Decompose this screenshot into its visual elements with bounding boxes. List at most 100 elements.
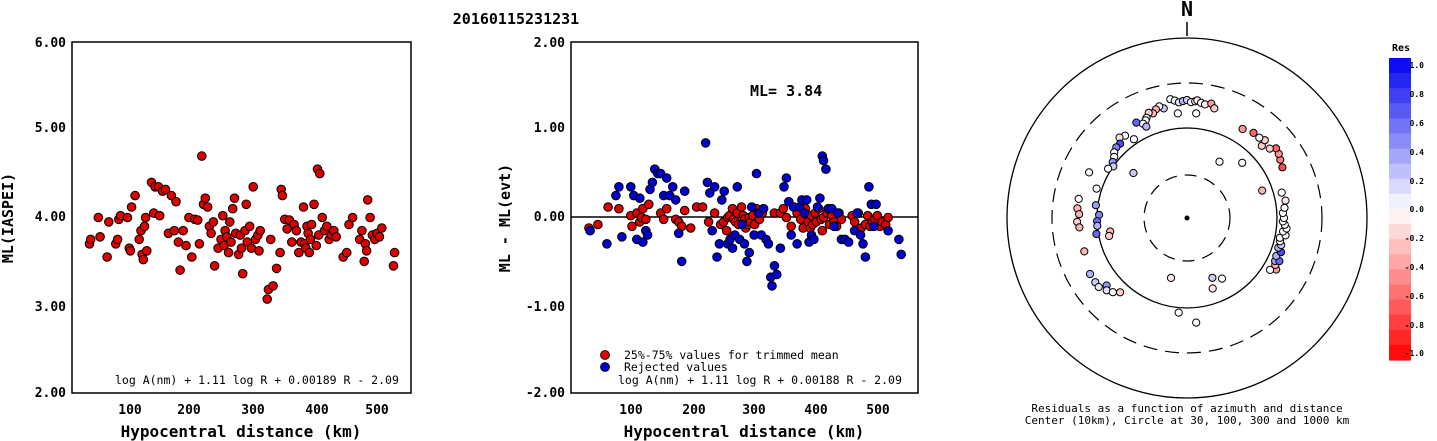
data-point	[603, 202, 613, 212]
data-point	[388, 261, 399, 271]
station-point	[1116, 288, 1125, 297]
data-point	[855, 230, 866, 240]
colorbar-cell	[1389, 344, 1411, 361]
plot2-points	[584, 138, 907, 291]
data-point	[781, 173, 792, 183]
data-point	[852, 208, 862, 218]
data-point	[104, 217, 114, 227]
colorbar-cell	[1389, 178, 1411, 195]
plot1-formula: log A(nm) + 1.11 log R + 0.00189 R - 2.0…	[115, 373, 399, 387]
plot2-ytick: -2.00	[526, 386, 565, 401]
data-point	[732, 182, 743, 192]
data-point	[262, 294, 273, 304]
data-point	[306, 219, 317, 230]
data-point	[661, 173, 672, 183]
polar-caption-line1: Residuals as a function of azimuth and d…	[1031, 402, 1342, 415]
plot2-xtick: 200	[682, 403, 706, 418]
data-point	[227, 203, 238, 214]
data-point	[362, 195, 373, 205]
data-point	[812, 202, 823, 212]
data-point	[617, 232, 627, 242]
colorbar-cells	[1389, 58, 1411, 361]
data-point	[614, 203, 624, 214]
data-point	[744, 247, 755, 258]
station-point	[1074, 194, 1083, 203]
circle-30km	[1143, 174, 1231, 262]
colorbar-tick-labels: 1.0 0.8 0.6 0.4 0.2 0.0 -0.2 -0.4 -0.6 -…	[1405, 61, 1424, 358]
panel-ml-iaspei: 6.00 5.00 4.00 3.00 2.00 100 200 300 400…	[0, 36, 412, 441]
data-point	[758, 203, 769, 214]
colorbar-cell	[1389, 163, 1411, 180]
legend-label-rejected: Rejected values	[624, 360, 728, 374]
data-point	[130, 190, 140, 201]
data-point	[181, 240, 191, 251]
data-point	[775, 243, 786, 253]
plot1-xtick: 300	[241, 403, 265, 418]
colorbar-cell	[1389, 58, 1411, 74]
data-point	[178, 225, 188, 236]
station-point	[1238, 158, 1247, 167]
data-point	[347, 212, 358, 223]
data-point	[871, 199, 881, 210]
data-point	[763, 239, 774, 249]
data-point	[122, 212, 133, 223]
data-point	[377, 223, 387, 233]
data-point	[736, 202, 747, 212]
data-point	[322, 221, 332, 232]
colorbar-cell	[1389, 224, 1411, 240]
data-point	[721, 225, 732, 236]
data-point	[291, 225, 302, 236]
north-label: N	[1181, 0, 1193, 21]
plot1-xtick: 200	[177, 403, 201, 418]
data-point	[171, 196, 181, 207]
data-point	[638, 237, 648, 247]
data-point	[644, 199, 654, 210]
data-point	[602, 239, 612, 249]
plot2-xtick: 100	[619, 403, 643, 418]
data-point	[769, 261, 780, 271]
plot2-ml-annotation: ML= 3.84	[750, 82, 822, 100]
colorbar-title: Res	[1392, 43, 1410, 54]
data-point	[374, 232, 385, 242]
data-point	[801, 195, 812, 205]
colorbar-tick: -1.0	[1405, 349, 1424, 358]
figure-title: 20160115231231	[453, 10, 579, 28]
station-point	[1208, 273, 1217, 282]
circle-300km	[1051, 82, 1323, 354]
colorbar-tick: 0.0	[1410, 205, 1425, 214]
data-point	[667, 182, 678, 192]
station-point	[1258, 186, 1267, 195]
data-point	[712, 252, 722, 262]
station-point	[1173, 109, 1182, 118]
data-point	[282, 224, 292, 234]
colorbar-tick: -0.4	[1405, 263, 1424, 272]
panel-azimuth-polar: N Residuals as a function of azimuth and…	[1006, 0, 1368, 427]
data-point	[139, 221, 150, 232]
station-point	[1238, 124, 1247, 134]
plot1-ytick: 4.00	[35, 210, 66, 225]
data-point	[818, 155, 829, 166]
data-point	[673, 228, 684, 239]
colorbar-tick: 0.6	[1410, 119, 1425, 128]
colorbar-cell	[1389, 88, 1411, 104]
data-point	[626, 182, 636, 192]
data-point	[843, 237, 854, 247]
colorbar-cell	[1389, 73, 1411, 89]
station-point	[1174, 308, 1183, 317]
data-point	[169, 225, 180, 236]
plot2-x-tick-labels: 100 200 300 400 500	[619, 403, 890, 418]
data-point	[751, 168, 762, 179]
data-point	[670, 195, 681, 205]
data-point	[254, 246, 264, 256]
plot2-y-tick-labels: 2.00 1.00 0.00 -1.00 -2.00	[526, 36, 565, 401]
data-point	[315, 168, 325, 179]
plot2-ytick: 2.00	[534, 36, 565, 51]
data-point	[714, 239, 725, 249]
station-point	[1129, 168, 1138, 178]
data-point	[277, 190, 288, 201]
station-point	[1105, 231, 1114, 241]
colorbar-cell	[1389, 299, 1411, 316]
colorbar-cell	[1389, 284, 1411, 301]
data-point	[746, 202, 757, 212]
data-point	[742, 256, 752, 267]
